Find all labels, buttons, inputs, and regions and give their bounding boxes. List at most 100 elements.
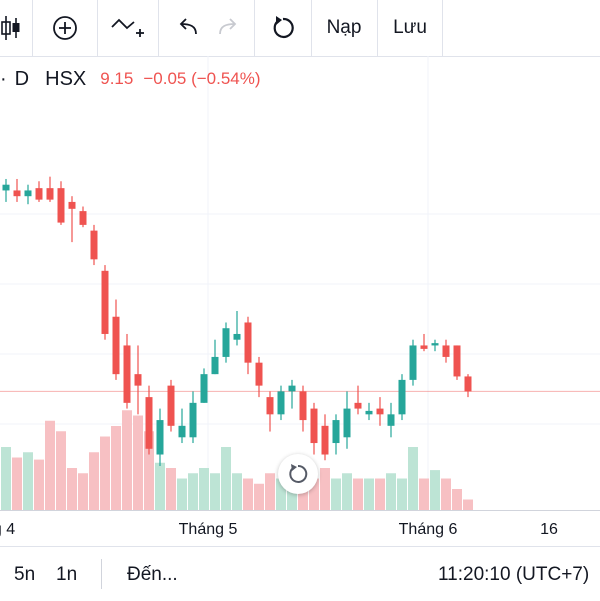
candle-body	[156, 420, 164, 455]
volume-bar	[67, 468, 77, 510]
volume-bar	[375, 478, 385, 510]
symbol-legend: · D HSX 9.15 −0.05 (−0.54%)	[0, 64, 261, 94]
volume-bar	[111, 426, 121, 510]
reset-icon[interactable]	[255, 0, 311, 56]
candle-body	[244, 322, 252, 363]
x-tick-label: g 4	[0, 521, 16, 538]
x-tick-label: 16	[540, 521, 558, 538]
candle-body	[211, 356, 219, 375]
candle-body	[442, 345, 450, 357]
volume-bar	[210, 473, 220, 510]
clock-timezone[interactable]: 11:20:10 (UTC+7)	[438, 564, 590, 585]
candle-body	[112, 316, 120, 375]
volume-bar	[177, 478, 187, 510]
candle-body	[134, 374, 142, 386]
candle-body	[266, 397, 274, 415]
volume-bar	[309, 478, 319, 510]
candle-body	[167, 385, 175, 426]
volume-bar	[320, 468, 330, 510]
candle-body	[288, 385, 296, 392]
volume-bar	[144, 431, 154, 510]
candle-body	[343, 408, 351, 438]
save-button[interactable]: Lưu	[378, 0, 442, 56]
legend-price: 9.15	[100, 69, 134, 88]
load-button[interactable]: Nạp	[312, 0, 376, 56]
candles-icon[interactable]	[0, 0, 22, 56]
candle-body	[409, 345, 417, 380]
candle-body	[189, 402, 197, 438]
candle-body	[178, 425, 186, 438]
volume-bar	[23, 452, 33, 510]
legend-interval: D	[14, 67, 30, 90]
range-1d-button[interactable]: 1n	[56, 564, 78, 585]
candle-body	[299, 391, 307, 421]
candle-body	[365, 410, 373, 415]
compare-icon[interactable]	[98, 0, 158, 56]
volume-bar	[452, 489, 462, 510]
candle-body	[35, 188, 43, 200]
top-toolbar: Nạp Lưu	[0, 0, 600, 57]
volume-bar	[1, 447, 11, 510]
candle-body	[123, 345, 131, 403]
candle-body	[2, 184, 10, 191]
volume-bar	[155, 462, 165, 510]
candle-body	[233, 333, 241, 340]
volume-bar	[34, 459, 44, 510]
candle-body	[145, 397, 153, 449]
x-tick-label: Tháng 6	[398, 521, 458, 538]
volume-bar	[221, 447, 231, 510]
legend-dot: ·	[0, 67, 7, 90]
volume-bar	[254, 483, 264, 510]
candle-body	[68, 201, 76, 209]
candle-body	[57, 188, 65, 223]
candle-body	[332, 420, 340, 444]
candle-body	[46, 188, 54, 200]
volume-bar	[232, 473, 242, 510]
goto-date-button[interactable]: Đến...	[127, 564, 178, 585]
volume-bar	[89, 452, 99, 510]
candle-body	[464, 376, 472, 392]
volume-bar	[441, 478, 451, 510]
volume-bar	[364, 478, 374, 510]
volume-bar	[463, 499, 473, 510]
candle-body	[376, 408, 384, 415]
volume-bar	[342, 473, 352, 510]
volume-bar	[243, 478, 253, 510]
volume-bar	[45, 420, 55, 510]
candle-body	[453, 345, 461, 377]
bottom-bar: 5n 1n Đến... 11:20:10 (UTC+7)	[0, 546, 600, 601]
volume-bar	[12, 457, 22, 510]
candle-body	[321, 425, 329, 455]
volume-bar	[122, 410, 132, 510]
volume-bar	[133, 415, 143, 510]
add-indicator-icon[interactable]	[33, 0, 97, 56]
candle-body	[222, 328, 230, 357]
undo-icon[interactable]	[170, 0, 206, 56]
volume-bar	[78, 473, 88, 510]
volume-bar	[386, 473, 396, 510]
volume-bar	[430, 470, 440, 510]
candle-body	[431, 343, 439, 346]
candle-body	[200, 374, 208, 403]
volume-bar	[419, 478, 429, 510]
load-label: Nạp	[326, 17, 362, 38]
volume-bar	[188, 473, 198, 510]
candle-body	[398, 379, 406, 415]
volume-bar	[408, 447, 418, 510]
candle-body	[13, 190, 21, 197]
volume-bar	[331, 478, 341, 510]
legend-change: −0.05 (−0.54%)	[143, 69, 261, 88]
save-label: Lưu	[393, 17, 427, 38]
time-axis[interactable]: g 4 Tháng 5 Tháng 6 16	[0, 510, 600, 547]
redo-icon[interactable]	[210, 0, 246, 56]
price-chart[interactable]	[0, 56, 600, 510]
candle-body	[387, 414, 395, 426]
reset-icon	[289, 464, 308, 483]
volume-bar	[265, 473, 275, 510]
volume-bar	[100, 436, 110, 510]
range-5d-button[interactable]: 5n	[14, 564, 36, 585]
candle-body	[277, 391, 285, 415]
volume-bar	[166, 468, 176, 510]
candle-body	[420, 345, 428, 349]
reset-chart-button[interactable]	[278, 454, 318, 494]
